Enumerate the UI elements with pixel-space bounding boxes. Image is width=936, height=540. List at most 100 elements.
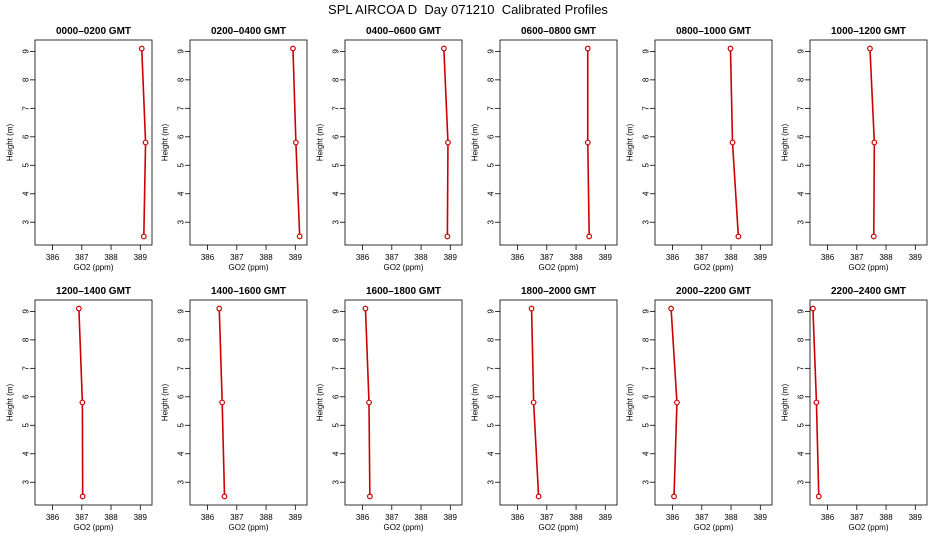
x-tick-label: 387 [75,513,89,522]
x-tick-label: 386 [201,513,215,522]
x-tick-label: 388 [259,513,273,522]
x-tick-label: 389 [444,513,458,522]
y-tick-label: 6 [642,394,651,399]
data-point [815,493,822,500]
x-tick-label: 388 [259,253,273,262]
y-tick-label: 4 [332,451,341,456]
y-tick-label: 3 [332,479,341,484]
y-tick-label: 9 [22,49,31,54]
x-axis-label: GO2 (ppm) [73,523,113,532]
panel-title: 1800–2000 GMT [521,286,596,297]
y-tick-label: 9 [797,309,806,314]
x-axis-label: GO2 (ppm) [848,523,888,532]
y-tick-label: 6 [487,394,496,399]
panel-3: 0400–0600 GMT 386 387 388 389 GO2 (ppm) 3 4 5 6 7 8… [316,26,463,272]
panel-title: 0600–0800 GMT [521,26,596,37]
x-tick-label: 388 [414,253,428,262]
data-point [729,139,736,146]
data-point [530,399,537,406]
y-axis-label: Height (m) [6,383,15,421]
x-axis-label: GO2 (ppm) [693,523,733,532]
y-tick-label: 6 [177,134,186,139]
y-tick-label: 4 [22,191,31,196]
y-tick-label: 3 [22,479,31,484]
plot-frame [344,299,463,506]
y-tick-label: 7 [177,366,186,371]
y-tick-label: 3 [642,219,651,224]
x-tick-label: 388 [569,513,583,522]
data-point [528,305,535,312]
panel-8: 1400–1600 GMT 386 387 388 389 GO2 (ppm) 3 4 5 6 7 8… [161,286,308,532]
y-tick-label: 9 [487,49,496,54]
x-tick-label: 388 [724,513,738,522]
data-point [674,399,680,406]
y-tick-label: 6 [642,134,651,139]
y-tick-label: 5 [177,423,186,428]
panel-2: 0200–0400 GMT 386 387 388 389 GO2 (ppm) 3 4 5 6 7 8… [161,26,308,272]
panel-title: 1200–1400 GMT [56,286,131,297]
y-tick-label: 9 [797,49,806,54]
x-tick-label: 389 [444,253,458,262]
y-axis-label: Height (m) [316,383,325,421]
y-tick-label: 7 [177,106,186,111]
y-tick-label: 9 [177,309,186,314]
x-tick-label: 386 [201,253,215,262]
y-tick-label: 8 [177,77,186,82]
y-tick-label: 5 [487,163,496,168]
panel-11: 2000–2200 GMT 386 387 388 389 GO2 (ppm) 3 4 5 6 7 8… [626,286,773,532]
y-tick-label: 7 [22,106,31,111]
x-tick-label: 387 [385,253,399,262]
data-point [216,305,223,312]
y-tick-label: 4 [487,451,496,456]
y-tick-label: 9 [487,309,496,314]
x-tick-label: 386 [46,253,60,262]
panel-title: 2200–2400 GMT [831,286,906,297]
x-tick-label: 387 [230,513,244,522]
x-tick-label: 389 [134,513,148,522]
plot-frame [34,39,153,246]
y-tick-label: 9 [22,309,31,314]
y-tick-label: 4 [797,191,806,196]
y-tick-label: 5 [797,423,806,428]
y-tick-label: 6 [22,134,31,139]
data-point [290,45,296,52]
x-tick-label: 386 [666,253,680,262]
y-tick-label: 9 [177,49,186,54]
x-axis-label: GO2 (ppm) [538,523,578,532]
data-point [219,399,226,406]
x-tick-label: 389 [134,253,148,262]
panel-title: 2000–2200 GMT [676,286,751,297]
page-title: SPL AIRCOA D Day 071210 Calibrated Profi… [328,2,608,17]
data-point [292,139,299,146]
panel-title: 0800–1000 GMT [676,26,751,37]
x-tick-label: 387 [695,253,709,262]
y-tick-label: 3 [797,219,806,224]
y-tick-label: 7 [797,366,806,371]
plot-frame [654,39,773,246]
data-point [444,233,451,240]
y-axis-label: Height (m) [781,123,790,161]
x-tick-label: 389 [599,513,613,522]
y-axis-label: Height (m) [161,123,170,161]
x-axis-label: GO2 (ppm) [538,263,578,272]
data-point [535,493,542,500]
y-axis-label: Height (m) [6,123,15,161]
y-tick-label: 8 [332,337,341,342]
y-tick-label: 4 [487,191,496,196]
x-tick-label: 389 [599,253,613,262]
y-axis-label: Height (m) [316,123,325,161]
y-tick-label: 5 [797,163,806,168]
y-tick-label: 3 [177,219,186,224]
data-point [440,45,447,52]
panel-9: 1600–1800 GMT 386 387 388 389 GO2 (ppm) 3 4 5 6 7 8… [316,286,463,532]
y-tick-label: 6 [487,134,496,139]
x-tick-label: 387 [850,253,864,262]
data-point [362,305,369,312]
x-tick-label: 386 [666,513,680,522]
data-point [584,45,591,52]
y-tick-label: 5 [22,163,31,168]
x-axis-label: GO2 (ppm) [693,263,733,272]
y-tick-label: 8 [642,337,651,342]
y-tick-label: 4 [642,451,651,456]
